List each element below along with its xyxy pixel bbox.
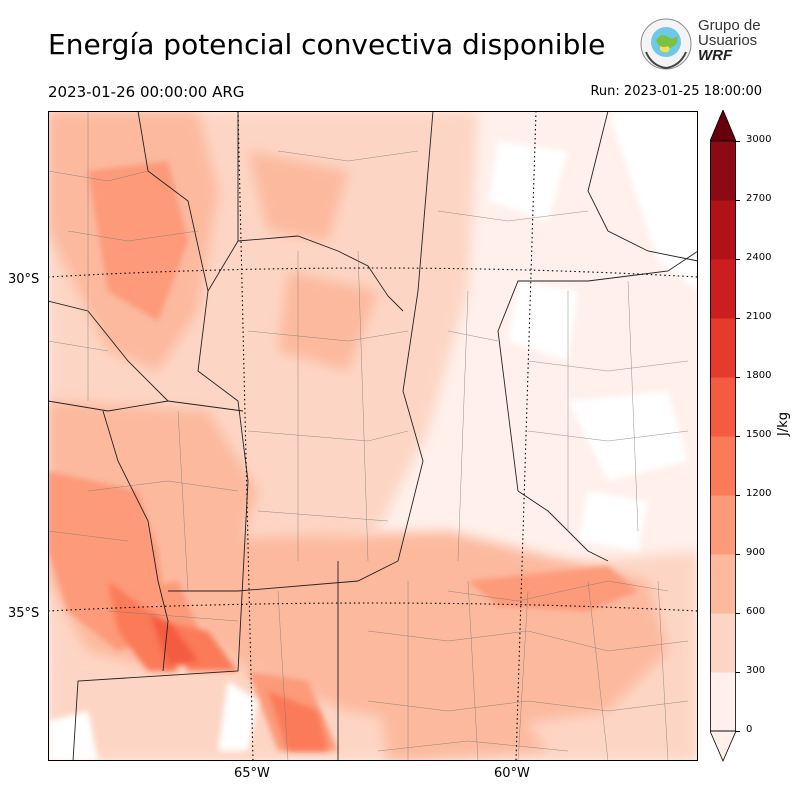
colorbar-segment (710, 259, 736, 319)
logo-line-1: Grupo de (698, 17, 761, 34)
colorbar-tick-label: 1200 (746, 488, 772, 499)
colorbar-unit-label: J/kg (776, 412, 791, 436)
lat-label-35s: 35°S (8, 606, 40, 621)
colorbar-tick-label: 2100 (746, 311, 772, 322)
cape-map (48, 111, 698, 761)
colorbar-tick-mark (736, 613, 740, 614)
colorbar-segment (710, 613, 736, 673)
colorbar-tick-label: 1800 (746, 370, 772, 381)
logo-line-2: Usuarios (698, 32, 758, 49)
colorbar-tick-label: 1500 (746, 429, 772, 440)
colorbar-tick-mark (736, 436, 740, 437)
colorbar-segment (710, 377, 736, 437)
map-title: Energía potencial convectiva disponible (48, 28, 606, 61)
colorbar-tick-mark (736, 495, 740, 496)
colorbar-tick-label: 900 (746, 547, 766, 558)
colorbar-frame (710, 140, 736, 732)
colorbar-segment (710, 141, 736, 201)
colorbar-segment (710, 672, 736, 732)
colorbar-segment (710, 495, 736, 555)
colorbar-tick-mark (736, 200, 740, 201)
colorbar-tick-label: 0 (746, 724, 753, 735)
globe-icon (640, 18, 692, 70)
colorbar-segment (710, 554, 736, 614)
colorbar-tick-mark (736, 259, 740, 260)
colorbar-tick-label: 300 (746, 665, 766, 676)
graticule (48, 111, 698, 761)
colorbar-tick-mark (736, 554, 740, 555)
colorbar-tick-mark (736, 377, 740, 378)
department-boundaries (48, 111, 689, 761)
colorbar-tick-label: 3000 (746, 134, 772, 145)
colorbar-segment (710, 318, 736, 378)
colorbar-tick-mark (736, 731, 740, 732)
valid-time: 2023-01-26 00:00:00 ARG (48, 83, 245, 101)
colorbar-segment (710, 200, 736, 260)
run-time: Run: 2023-01-25 18:00:00 (590, 84, 762, 99)
lat-label-30s: 30°S (8, 272, 40, 287)
colorbar-extend-min (710, 730, 736, 762)
map-frame (48, 111, 698, 761)
logo-line-3: WRF (698, 47, 733, 64)
colorbar-segment (710, 436, 736, 496)
lon-label-65w: 65°W (234, 766, 270, 781)
colorbar-tick-mark (736, 318, 740, 319)
colorbar-tick-mark (736, 672, 740, 673)
colorbar-tick-label: 2400 (746, 252, 772, 263)
colorbar (710, 110, 736, 762)
wrf-logo: Grupo de Usuarios WRF (638, 16, 768, 72)
colorbar-extend-max (710, 110, 736, 142)
colorbar-tick-label: 2700 (746, 193, 772, 204)
cape-field (48, 111, 698, 761)
colorbar-tick-mark (736, 141, 740, 142)
lon-label-60w: 60°W (494, 766, 530, 781)
province-boundaries (48, 111, 698, 761)
colorbar-tick-label: 600 (746, 606, 766, 617)
